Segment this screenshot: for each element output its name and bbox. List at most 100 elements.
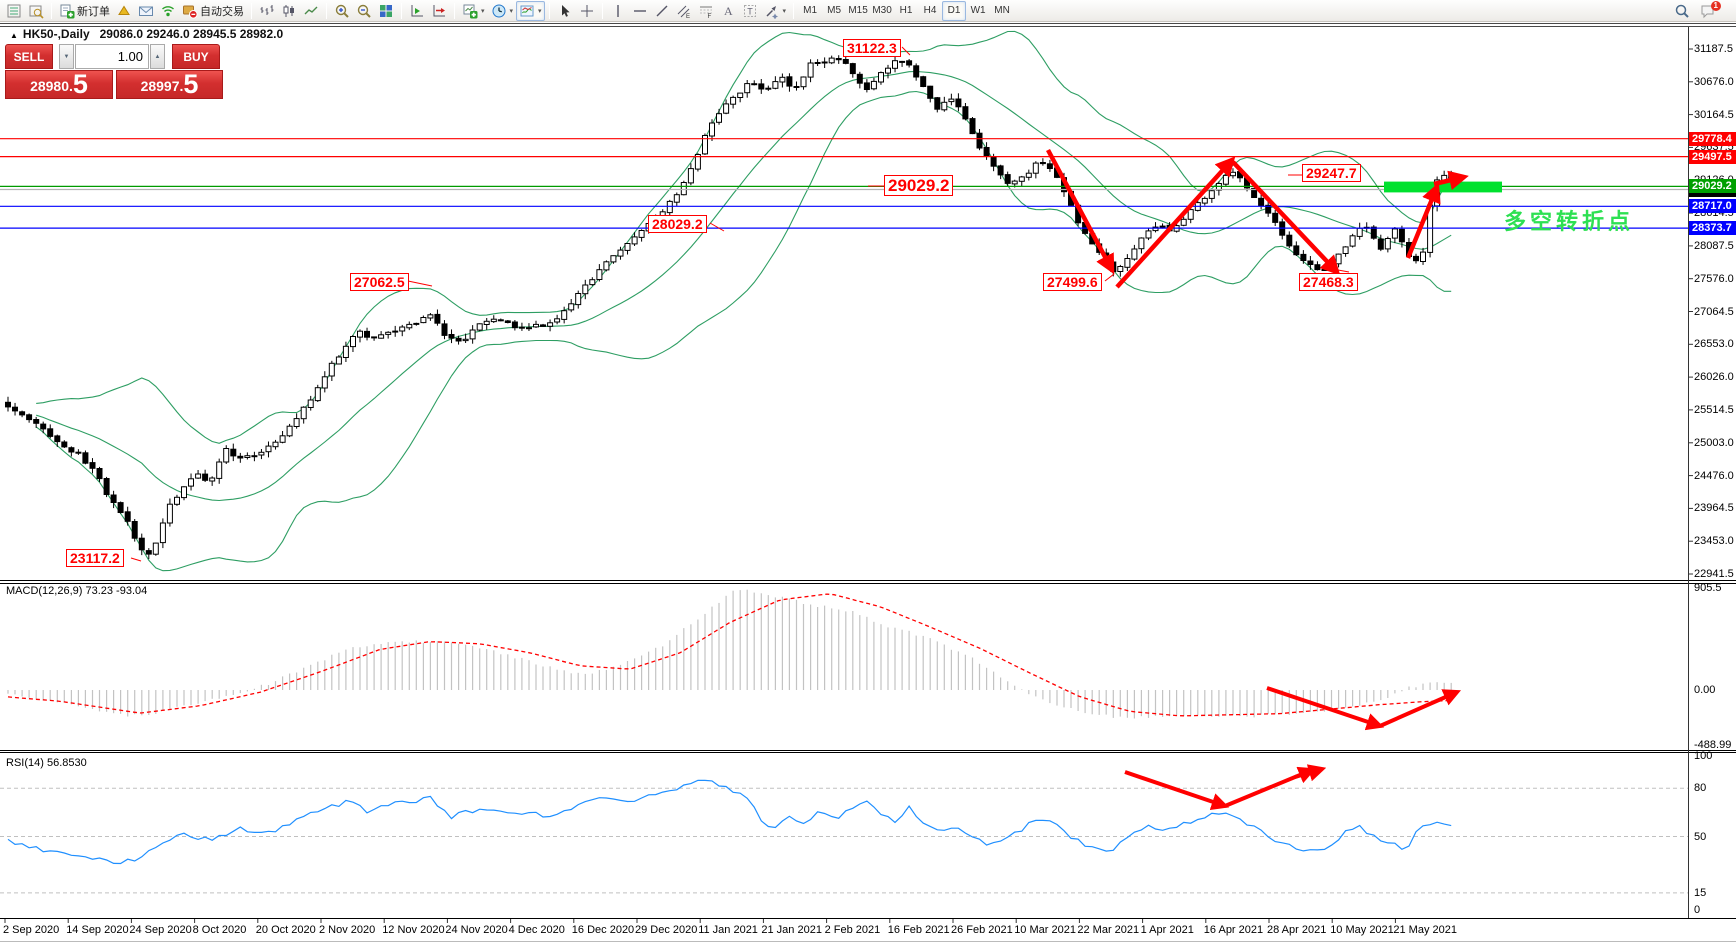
vertical-line-icon bbox=[616, 4, 619, 17]
rsi-line bbox=[7, 779, 1452, 865]
toolbar-button-templates[interactable]: ▾ bbox=[516, 0, 545, 21]
toolbar-button-new-chart[interactable]: ▾ bbox=[459, 1, 488, 21]
toolbar-separator bbox=[454, 2, 455, 19]
toolbar-button-horizontal-line[interactable] bbox=[629, 1, 651, 21]
trend-arrow[interactable] bbox=[1433, 170, 1469, 191]
toolbar-button-tile-windows[interactable] bbox=[375, 1, 397, 21]
periods-icon bbox=[492, 4, 506, 17]
timeframe-button-d1[interactable]: D1 bbox=[942, 0, 967, 21]
signals-icon bbox=[162, 5, 174, 16]
equidistant-channel-icon: E bbox=[677, 5, 690, 19]
rsi-header: RSI(14) 56.8530 bbox=[6, 757, 87, 769]
toolbar-button-line-chart[interactable] bbox=[300, 1, 322, 21]
trend-arrow[interactable] bbox=[1405, 182, 1441, 259]
highlight-rectangle[interactable] bbox=[1384, 181, 1502, 193]
auto-scroll-icon bbox=[411, 4, 423, 16]
search-icon bbox=[1675, 4, 1689, 18]
toolbar-button-vertical-line[interactable] bbox=[607, 1, 629, 21]
toolbar-separator bbox=[251, 2, 252, 19]
toolbar-button-metaeditor[interactable] bbox=[135, 1, 157, 21]
chat-badge: 1 bbox=[1710, 0, 1721, 11]
buy-price[interactable]: 28997. 5 bbox=[116, 70, 223, 99]
chevron-down-icon[interactable]: ▾ bbox=[481, 7, 485, 15]
sell-price-int: 28980 bbox=[30, 78, 69, 94]
symbol-period-label: HK50-,Daily bbox=[22, 27, 90, 41]
autotrading-icon bbox=[183, 5, 198, 19]
timeframe-button-m30[interactable]: M30 bbox=[872, 5, 892, 16]
toolbar-button-equidistant-channel[interactable]: E bbox=[673, 1, 695, 21]
chevron-down-icon[interactable]: ▾ bbox=[538, 7, 542, 15]
buy-price-int: 28997 bbox=[140, 78, 180, 94]
candle-chart-icon bbox=[283, 4, 294, 17]
toolbar-button-zoom-in[interactable] bbox=[331, 1, 353, 21]
toolbar-button-auto-scroll[interactable] bbox=[406, 1, 428, 21]
toolbar-button-cursor[interactable] bbox=[554, 1, 576, 21]
toolbar-button-crosshair[interactable] bbox=[576, 1, 598, 21]
text-icon: A bbox=[724, 4, 733, 18]
timeframe-button-mn[interactable]: MN bbox=[994, 5, 1010, 16]
toolbar-button-mql-community[interactable] bbox=[113, 1, 135, 21]
volume-input[interactable]: 1.00 bbox=[75, 44, 149, 69]
chat-button[interactable]: 1 bbox=[1697, 0, 1731, 21]
timeframe-button-w1[interactable]: W1 bbox=[970, 5, 986, 16]
svg-text:F: F bbox=[707, 14, 711, 19]
toolbar-button-fibonacci[interactable]: F bbox=[695, 1, 717, 21]
toolbar-button-bar-chart[interactable] bbox=[256, 1, 278, 21]
buy-button[interactable]: BUY bbox=[172, 44, 220, 69]
one-click-trading-panel: SELL ▼ 1.00 ▲ BUY 28980. 5 28997. 5 bbox=[5, 44, 225, 99]
arrows-tool-icon bbox=[766, 5, 778, 19]
svg-text:A: A bbox=[724, 4, 733, 18]
trend-arrow[interactable] bbox=[1231, 160, 1341, 276]
toolbar-button-autotrading[interactable]: 自动交易 bbox=[179, 1, 247, 21]
tile-windows-icon bbox=[380, 4, 392, 17]
toolbar-button-arrows-tool[interactable]: ▾ bbox=[761, 1, 790, 21]
rsi-trend-arrow[interactable] bbox=[1124, 770, 1230, 811]
search-button[interactable] bbox=[1671, 1, 1693, 21]
collapse-triangle-icon[interactable]: ▲ bbox=[10, 31, 18, 40]
chevron-down-icon[interactable]: ▾ bbox=[509, 7, 514, 15]
sell-price[interactable]: 28980. 5 bbox=[5, 70, 113, 99]
toolbar-button-market-watch[interactable] bbox=[3, 1, 25, 21]
toolbar: 新订单 自动交易 ▾ ▾ ▾ E F A T ▾ M1 M5 M15 M30 H1 H4 D1 W1 MN 1 bbox=[0, 0, 1736, 22]
mql-community-icon bbox=[118, 5, 130, 15]
toolbar-button-new-order[interactable]: 新订单 bbox=[56, 1, 113, 21]
toolbar-button-chart-shift[interactable] bbox=[428, 1, 450, 21]
macd-trend-arrow[interactable] bbox=[1379, 689, 1462, 728]
macd-trend-arrow[interactable] bbox=[1266, 686, 1385, 731]
toolbar-button-candle-chart[interactable] bbox=[278, 1, 300, 21]
templates-icon bbox=[520, 5, 534, 16]
timeframe-button-m1[interactable]: M1 bbox=[803, 5, 818, 16]
rsi-trend-arrow[interactable] bbox=[1294, 764, 1327, 782]
chart-title: ▲ HK50-,Daily 29086.0 29246.0 28945.5 2898… bbox=[10, 27, 283, 41]
timeframe-button-m5[interactable]: M5 bbox=[827, 5, 842, 16]
timeframe-button-h4[interactable]: H4 bbox=[923, 5, 937, 16]
sell-button[interactable]: SELL bbox=[5, 44, 53, 69]
data-window-icon bbox=[29, 5, 44, 19]
toolbar-button-zoom-out[interactable] bbox=[353, 1, 375, 21]
volume-decrease-button[interactable]: ▼ bbox=[59, 44, 74, 69]
toolbar-button-signals[interactable] bbox=[157, 1, 179, 21]
cursor-icon bbox=[561, 4, 570, 17]
toolbar-separator bbox=[548, 2, 550, 19]
ohlc-values: 29086.0 29246.0 28945.5 28982.0 bbox=[99, 27, 284, 41]
svg-text:T: T bbox=[747, 6, 753, 16]
toolbar-button-trendline[interactable] bbox=[651, 1, 673, 21]
volume-increase-button[interactable]: ▲ bbox=[150, 44, 165, 69]
trend-arrow[interactable] bbox=[1115, 156, 1236, 289]
toolbar-button-text[interactable]: A bbox=[717, 1, 739, 21]
trend-arrow[interactable] bbox=[1046, 148, 1115, 275]
new-order-label: 新订单 bbox=[77, 5, 110, 18]
timeframe-button-m15[interactable]: M15 bbox=[848, 5, 868, 16]
sell-price-frac: 5 bbox=[72, 69, 88, 99]
bollinger-middle-band bbox=[36, 70, 1452, 502]
buy-price-frac: 5 bbox=[183, 69, 199, 99]
macd-panel bbox=[7, 589, 1462, 731]
zoom-in-icon bbox=[335, 4, 349, 18]
chevron-down-icon[interactable]: ▾ bbox=[782, 7, 787, 15]
timeframe-button-h1[interactable]: H1 bbox=[899, 5, 913, 16]
toolbar-button-periods[interactable]: ▾ bbox=[488, 1, 517, 21]
toolbar-button-data-window[interactable] bbox=[25, 1, 47, 21]
toolbar-button-text-label[interactable]: T bbox=[739, 1, 761, 21]
